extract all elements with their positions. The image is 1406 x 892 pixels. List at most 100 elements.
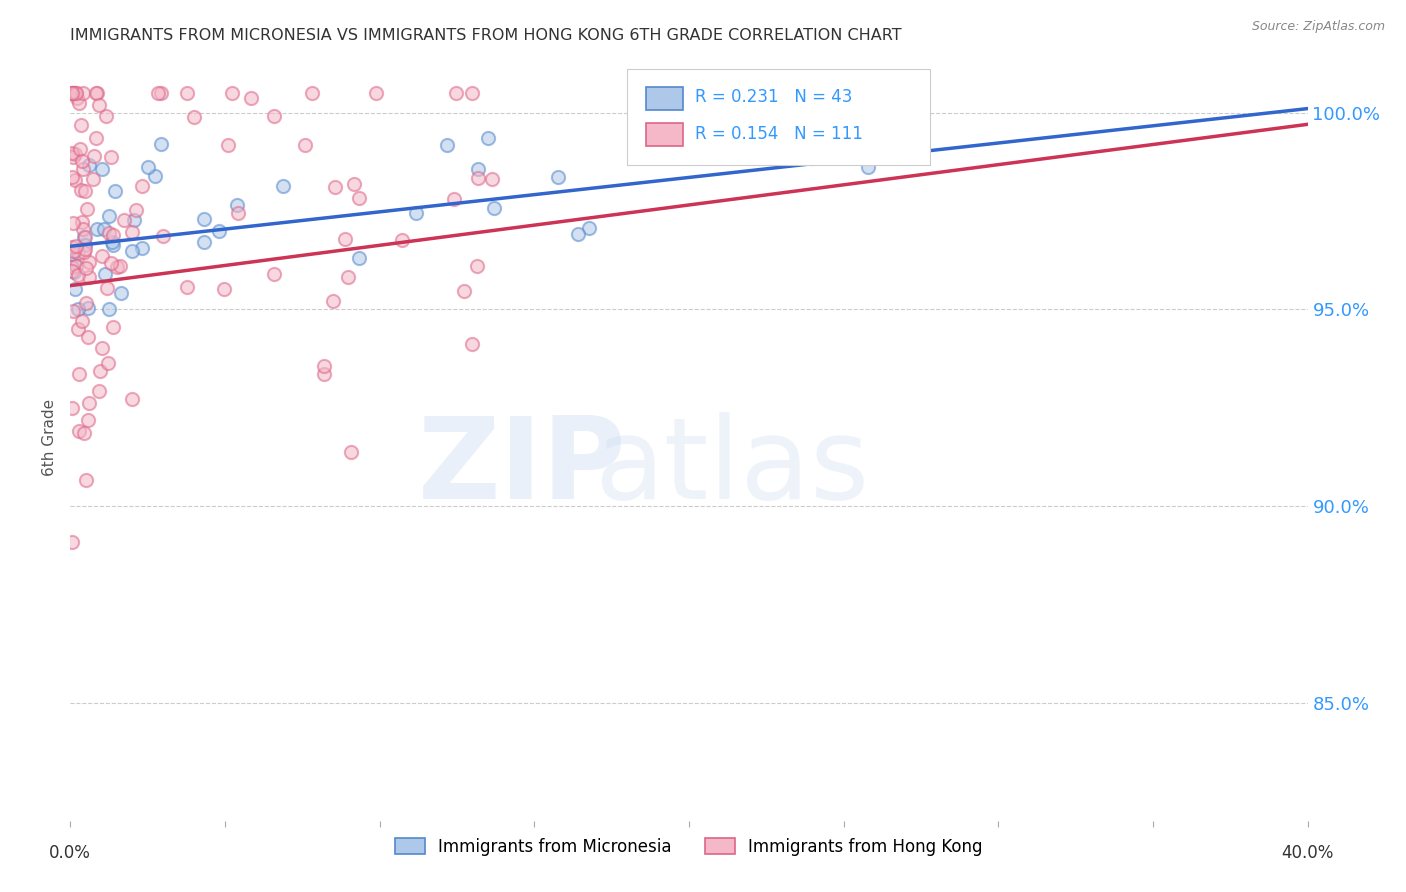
Point xyxy=(263,267,285,281)
Point xyxy=(340,444,363,458)
Point xyxy=(108,260,131,274)
Point xyxy=(97,302,120,317)
Point xyxy=(67,268,90,282)
Point xyxy=(443,192,465,206)
Point xyxy=(76,301,98,315)
Text: R = 0.231   N = 43: R = 0.231 N = 43 xyxy=(695,88,852,106)
Point xyxy=(73,229,96,244)
Point xyxy=(342,177,364,191)
Point xyxy=(482,202,505,216)
Point xyxy=(60,535,83,549)
Point xyxy=(314,368,336,382)
Point xyxy=(60,247,83,261)
Point xyxy=(856,160,879,174)
Point xyxy=(103,184,125,198)
Point xyxy=(84,86,107,100)
Point xyxy=(214,282,236,296)
Point xyxy=(461,86,484,100)
Point xyxy=(477,131,499,145)
Point xyxy=(75,296,97,310)
Point xyxy=(65,239,87,253)
Point xyxy=(66,322,89,336)
Point xyxy=(547,169,569,184)
Point xyxy=(73,230,96,244)
Point xyxy=(63,282,86,296)
Point xyxy=(67,302,90,317)
Point xyxy=(644,113,666,128)
Point xyxy=(93,221,115,235)
Point xyxy=(567,227,589,241)
Point xyxy=(94,267,117,281)
Point xyxy=(271,179,294,194)
Point xyxy=(60,240,83,254)
Point xyxy=(460,336,482,351)
Point xyxy=(801,151,824,165)
Point xyxy=(143,169,166,183)
Point xyxy=(89,364,111,378)
Text: R = 0.154   N = 111: R = 0.154 N = 111 xyxy=(695,125,863,143)
Point xyxy=(103,237,125,252)
Point xyxy=(333,232,356,246)
Point xyxy=(67,96,90,111)
Point xyxy=(391,233,413,247)
Point xyxy=(60,260,83,275)
Point xyxy=(91,162,114,177)
Point xyxy=(193,235,215,250)
Point xyxy=(70,215,93,229)
Point xyxy=(465,259,488,273)
Point xyxy=(100,235,122,249)
Point xyxy=(82,172,104,186)
Text: IMMIGRANTS FROM MICRONESIA VS IMMIGRANTS FROM HONG KONG 6TH GRADE CORRELATION CH: IMMIGRANTS FROM MICRONESIA VS IMMIGRANTS… xyxy=(70,28,901,43)
Point xyxy=(467,162,489,177)
Point xyxy=(62,86,84,100)
Point xyxy=(110,286,132,301)
Point xyxy=(146,86,169,100)
Point xyxy=(98,226,121,240)
Point xyxy=(77,330,100,344)
Point xyxy=(103,227,125,242)
Point xyxy=(97,355,120,369)
Point xyxy=(83,149,105,163)
Point xyxy=(240,91,263,105)
Point xyxy=(63,86,86,100)
Point xyxy=(149,137,172,152)
Point xyxy=(323,179,346,194)
Text: ZIP: ZIP xyxy=(418,412,626,524)
Point xyxy=(84,131,107,145)
Point xyxy=(75,260,97,275)
Point xyxy=(76,202,98,216)
Point xyxy=(217,137,239,152)
Point xyxy=(77,413,100,427)
Point xyxy=(72,222,94,236)
Point xyxy=(114,212,136,227)
Point xyxy=(60,146,83,161)
Point xyxy=(312,359,335,373)
Point xyxy=(105,260,128,275)
Point xyxy=(136,160,159,174)
Point xyxy=(67,246,90,260)
Point xyxy=(63,255,86,269)
Text: 40.0%: 40.0% xyxy=(1281,844,1334,863)
Point xyxy=(193,211,215,226)
Bar xyxy=(645,123,683,146)
Point xyxy=(349,191,371,205)
FancyBboxPatch shape xyxy=(627,69,931,165)
Text: 0.0%: 0.0% xyxy=(49,844,91,863)
Point xyxy=(62,150,84,164)
Point xyxy=(96,281,118,295)
Point xyxy=(221,86,243,100)
Text: Source: ZipAtlas.com: Source: ZipAtlas.com xyxy=(1251,20,1385,33)
Point xyxy=(63,244,86,259)
Point xyxy=(70,154,93,169)
Point xyxy=(65,86,87,100)
Point xyxy=(69,142,91,156)
Y-axis label: 6th Grade: 6th Grade xyxy=(42,399,58,475)
Point xyxy=(63,146,86,161)
Point xyxy=(73,425,96,440)
Point xyxy=(60,86,83,100)
Point xyxy=(75,473,97,487)
Bar xyxy=(645,87,683,110)
Point xyxy=(87,384,110,398)
Point xyxy=(60,401,83,416)
Point xyxy=(405,206,427,220)
